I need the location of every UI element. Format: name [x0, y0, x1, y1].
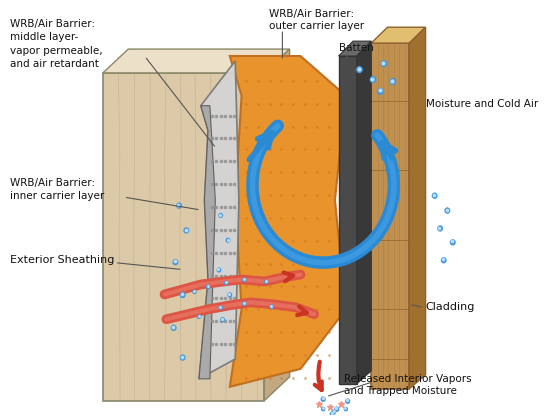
Polygon shape [182, 292, 184, 295]
Text: Moisture and Cold Air: Moisture and Cold Air [426, 99, 538, 109]
Circle shape [346, 399, 350, 403]
Circle shape [335, 407, 339, 411]
Circle shape [180, 292, 185, 297]
Text: WRB/Air Barrier:
inner carrier layer: WRB/Air Barrier: inner carrier layer [10, 178, 105, 201]
Polygon shape [194, 290, 195, 292]
Circle shape [445, 208, 449, 213]
Circle shape [370, 77, 376, 82]
Circle shape [270, 305, 273, 308]
Polygon shape [443, 257, 445, 260]
Circle shape [243, 302, 246, 305]
Polygon shape [227, 238, 229, 240]
Circle shape [450, 240, 455, 245]
Circle shape [193, 290, 196, 294]
Polygon shape [372, 75, 375, 79]
Circle shape [180, 355, 185, 360]
Polygon shape [207, 285, 209, 287]
Polygon shape [322, 396, 324, 399]
Polygon shape [199, 106, 215, 379]
Polygon shape [265, 280, 267, 282]
Polygon shape [409, 27, 426, 389]
Polygon shape [345, 407, 346, 409]
Circle shape [378, 89, 383, 94]
Text: Batten: Batten [339, 43, 374, 53]
Polygon shape [371, 27, 426, 43]
Circle shape [442, 258, 446, 263]
Polygon shape [229, 292, 230, 295]
Circle shape [333, 410, 336, 414]
Polygon shape [222, 317, 223, 320]
Circle shape [173, 260, 178, 265]
Polygon shape [264, 49, 290, 401]
Polygon shape [392, 77, 394, 82]
Polygon shape [433, 192, 436, 196]
Polygon shape [339, 41, 371, 56]
Polygon shape [336, 406, 338, 409]
Circle shape [228, 293, 232, 297]
Circle shape [344, 407, 348, 411]
Polygon shape [383, 59, 385, 64]
Polygon shape [220, 305, 222, 308]
Circle shape [381, 61, 387, 67]
Polygon shape [439, 225, 441, 228]
Text: WRB/Air Barrier:
middle layer-
vapor permeable,
and air retardant: WRB/Air Barrier: middle layer- vapor per… [10, 19, 103, 69]
Polygon shape [339, 56, 357, 384]
Circle shape [219, 306, 222, 310]
Text: Cladding: Cladding [426, 302, 475, 312]
Polygon shape [103, 49, 290, 73]
Polygon shape [185, 227, 188, 230]
Circle shape [217, 268, 221, 272]
Circle shape [184, 228, 189, 233]
Polygon shape [218, 267, 220, 270]
Circle shape [390, 79, 395, 84]
Polygon shape [173, 324, 175, 328]
Polygon shape [174, 259, 177, 262]
Polygon shape [371, 43, 409, 389]
Polygon shape [220, 213, 222, 215]
Polygon shape [331, 411, 333, 414]
Polygon shape [103, 73, 264, 401]
Circle shape [331, 412, 334, 416]
Polygon shape [446, 207, 448, 210]
Text: Released Interior Vapors
and Trapped Moisture: Released Interior Vapors and Trapped Moi… [344, 374, 472, 396]
Circle shape [357, 67, 362, 72]
Circle shape [243, 278, 246, 282]
Polygon shape [358, 65, 361, 69]
Polygon shape [244, 301, 245, 304]
Circle shape [207, 285, 210, 289]
Polygon shape [178, 202, 180, 206]
Circle shape [321, 397, 325, 401]
Polygon shape [244, 277, 245, 280]
Circle shape [224, 281, 228, 285]
Polygon shape [199, 61, 239, 379]
Circle shape [438, 226, 442, 231]
Circle shape [322, 407, 324, 411]
Polygon shape [333, 410, 335, 412]
Polygon shape [182, 354, 184, 358]
Circle shape [432, 193, 437, 198]
Polygon shape [379, 87, 382, 92]
Polygon shape [198, 314, 200, 317]
Polygon shape [230, 56, 346, 387]
Circle shape [265, 280, 268, 284]
Circle shape [219, 213, 222, 217]
Polygon shape [452, 239, 454, 243]
Text: Exterior Sheathing: Exterior Sheathing [10, 255, 115, 265]
Text: WRB/Air Barrier:
outer carrier layer: WRB/Air Barrier: outer carrier layer [269, 9, 364, 31]
Polygon shape [322, 407, 324, 409]
Polygon shape [346, 398, 349, 401]
Polygon shape [226, 280, 227, 283]
Circle shape [171, 325, 176, 330]
Polygon shape [357, 41, 371, 384]
Circle shape [221, 318, 224, 322]
Circle shape [177, 203, 182, 208]
Polygon shape [271, 305, 272, 307]
Circle shape [226, 238, 230, 242]
Circle shape [197, 315, 201, 318]
